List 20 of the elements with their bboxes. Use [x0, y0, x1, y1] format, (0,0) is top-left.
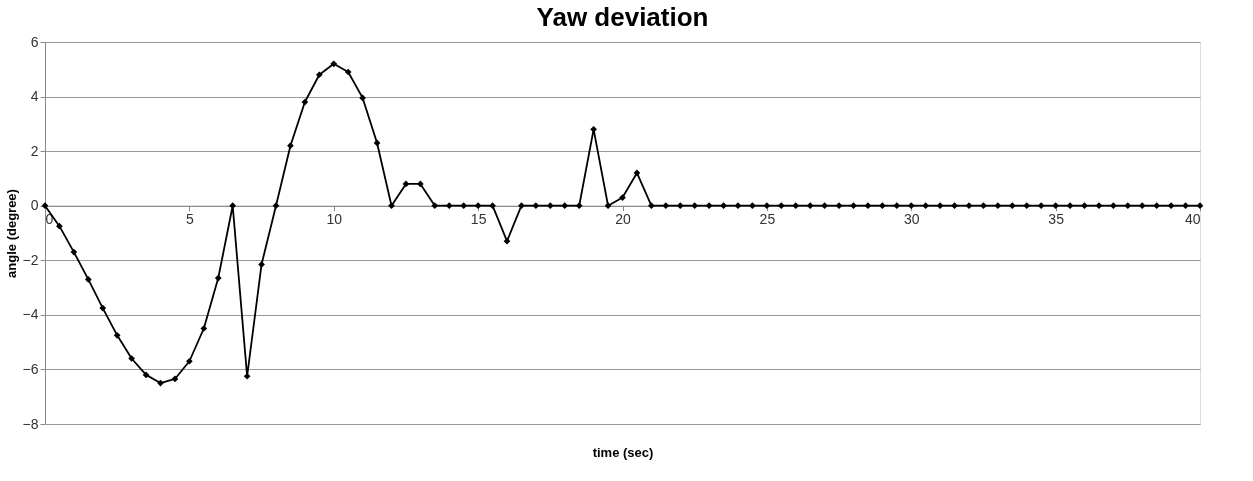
y-tick-label: 6 [30, 33, 39, 50]
y-tick-label: 4 [30, 88, 39, 105]
y-axis-title: angle (degree) [3, 189, 19, 278]
y-tick-label: 0 [30, 197, 39, 214]
x-tick-label: 25 [759, 211, 776, 228]
x-tick-label: 10 [326, 211, 343, 228]
x-tick-label: 5 [185, 211, 194, 228]
x-tick-label: 35 [1048, 211, 1065, 228]
x-tick-label: 0 [45, 211, 54, 228]
y-tick-label: −2 [22, 251, 39, 268]
x-tick-label: 20 [615, 211, 631, 228]
x-axis-title: time (sec) [592, 444, 654, 460]
y-tick-label: 2 [30, 142, 39, 159]
x-tick-label: 30 [903, 211, 920, 228]
x-tick-label: 40 [1184, 211, 1201, 228]
y-tick-label: −4 [22, 306, 39, 323]
chart-title: Yaw deviation [536, 2, 709, 32]
y-tick-label: −8 [22, 415, 39, 432]
y-tick-label: −6 [22, 360, 39, 377]
x-tick-label: 15 [470, 211, 487, 228]
